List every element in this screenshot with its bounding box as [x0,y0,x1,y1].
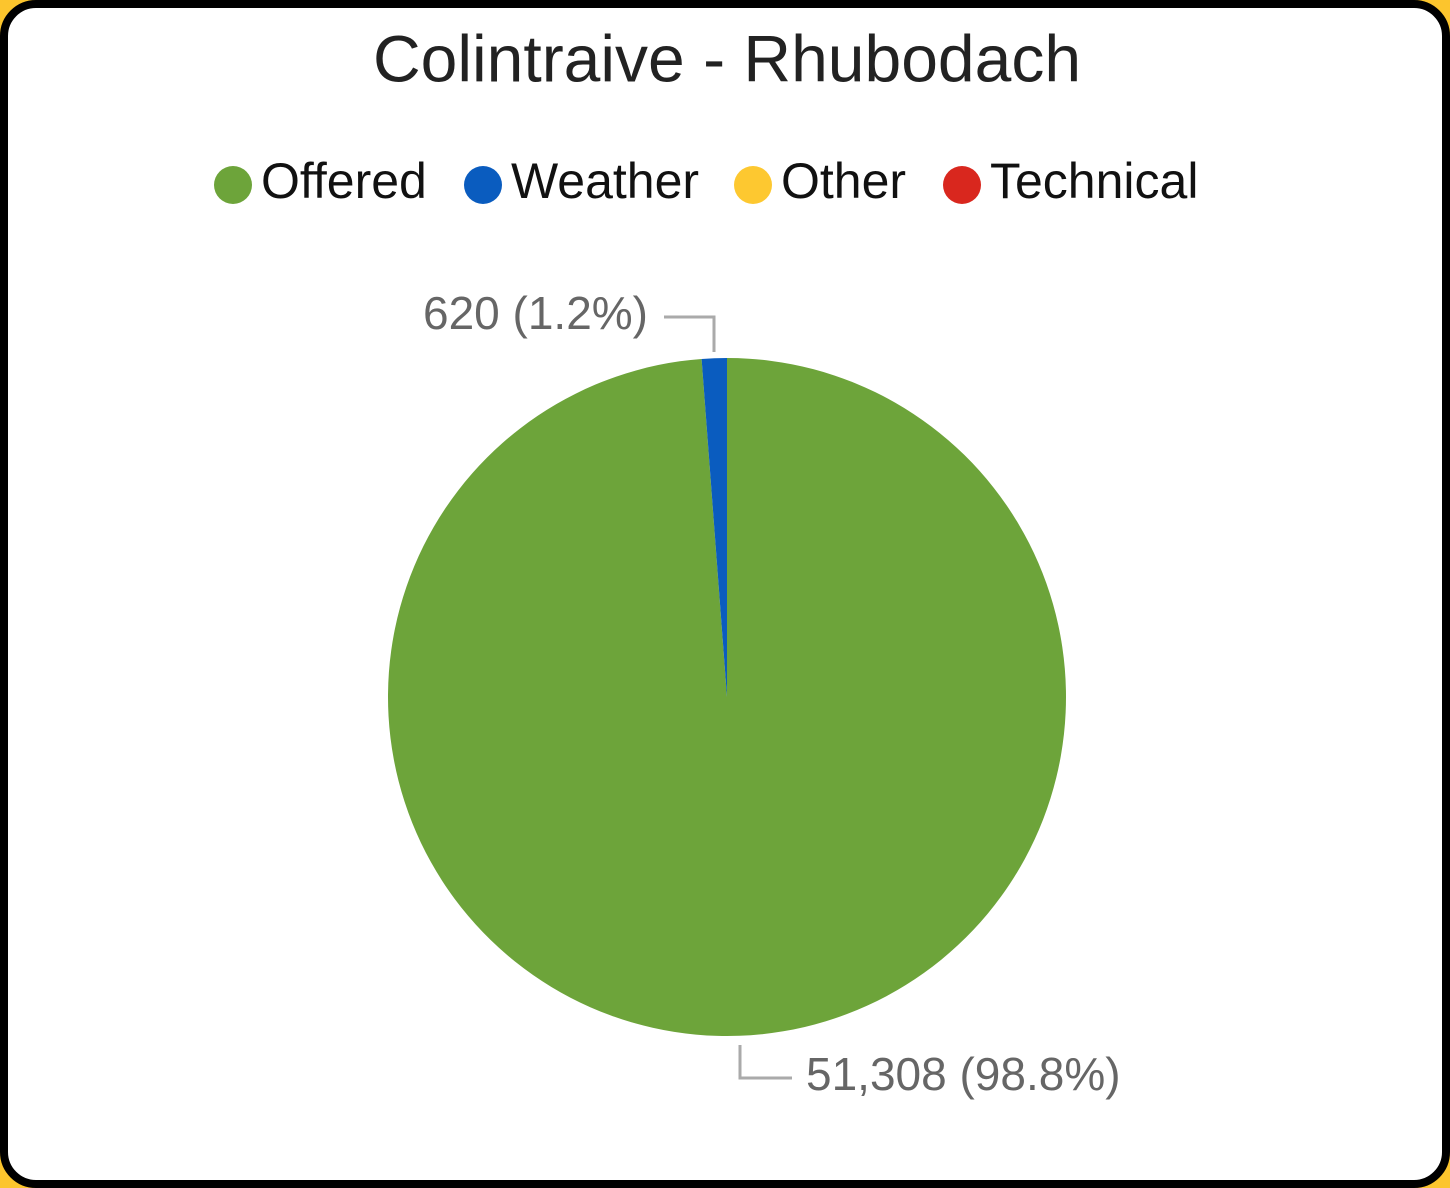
legend-swatch [464,166,502,204]
legend-swatch [214,166,252,204]
legend-label: Technical [990,153,1198,209]
data-label: 51,308 (98.8%) [806,1048,1121,1100]
data-label: 620 (1.2%) [423,287,648,339]
legend-swatch [734,166,772,204]
legend-swatch [943,166,981,204]
pie-slice [387,358,1066,1036]
leader-line [738,1045,792,1080]
pie-slice [701,358,727,697]
legend-label: Offered [261,153,427,209]
legend-label: Other [781,153,906,209]
chart-title: Colintraive - Rhubodach [373,21,1081,95]
leader-line [664,315,716,352]
legend-label: Weather [511,153,699,209]
